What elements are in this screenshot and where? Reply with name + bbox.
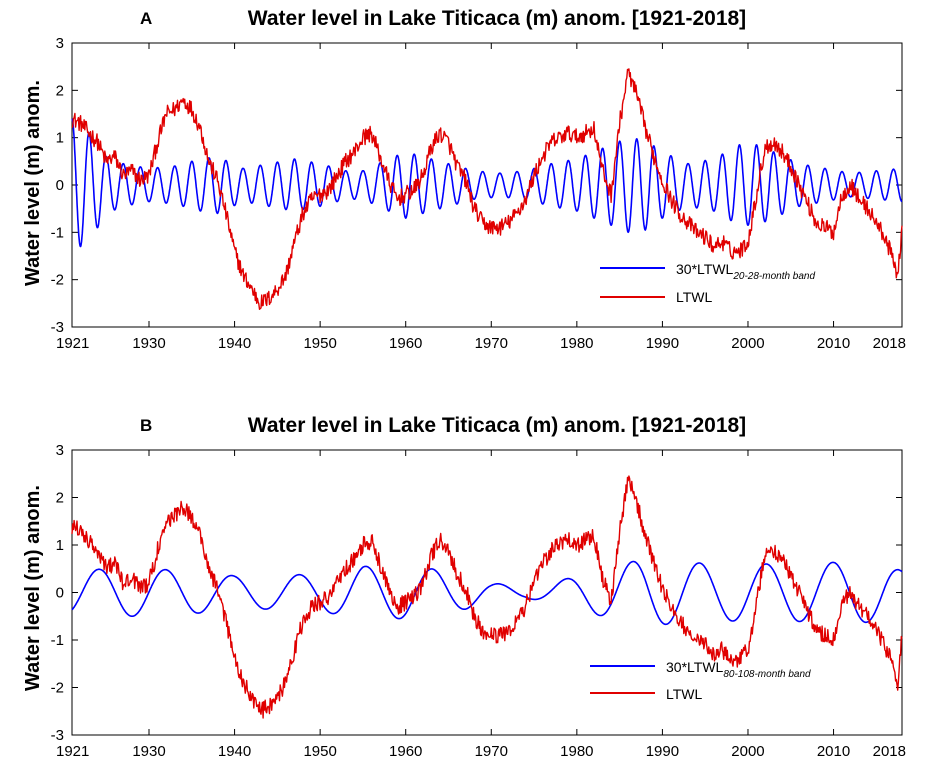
panel-a-x-tick-label: 1940 [218, 335, 251, 352]
panel-a-x-tick-label: 1950 [303, 335, 336, 352]
panel-a-ticks: 1921 1930 1940 1950 1960 1970 1980 1990 2000 2010… [51, 35, 906, 352]
panel-b-y-axis-label: Water level (m) anom. [22, 485, 44, 691]
panel-b-x-tick-label: 1950 [303, 743, 336, 760]
panel-a-x-tick-label: 1970 [475, 335, 508, 352]
panel-b-x-tick-label: 1990 [646, 743, 679, 760]
panel-b-title: Water level in Lake Titicaca (m) anom. [… [248, 414, 746, 437]
panel-a-x-tick-label: 2000 [731, 335, 764, 352]
panel-b-x-tick-label: 1970 [475, 743, 508, 760]
panel-a-x-tick-label: 1930 [132, 335, 165, 352]
panel-b-y-tick-label: -1 [51, 632, 64, 649]
panel-b-y-tick-label: 2 [56, 490, 64, 507]
panel-a-y-tick-label: -2 [51, 272, 64, 289]
panel-a-y-tick-label: 3 [56, 35, 64, 52]
panel-a-y-tick-label: -3 [51, 319, 64, 336]
panel-b-x-tick-label: 2010 [817, 743, 850, 760]
panel-a-x-tick-label: 1921 [56, 335, 89, 352]
panel-b-series-red-ltwl-line [71, 475, 903, 719]
panel-b-legend: 30*LTWL80-108-month band LTWL [590, 659, 811, 702]
panel-b-y-tick-label: 3 [56, 442, 64, 459]
panel-b-x-tick-label: 1930 [132, 743, 165, 760]
panel-a-x-tick-label: 1980 [560, 335, 593, 352]
panel-b-x-tick-label: 1921 [56, 743, 89, 760]
panel-a-y-tick-label: 2 [56, 82, 64, 99]
panel-b-plot-area [71, 449, 903, 736]
panel-a-x-tick-label: 2018 [873, 335, 906, 352]
panel-a-series [71, 68, 903, 310]
panel-b-y-tick-label: 1 [56, 537, 64, 554]
panel-b-x-tick-label: 1960 [389, 743, 422, 760]
panel-a-y-tick-label: 1 [56, 130, 64, 147]
panel-a-y-tick-label: -1 [51, 224, 64, 241]
panel-a-legend-blue-label: 30*LTWL20-28-month band [676, 261, 815, 282]
panel-b-legend-red-label: LTWL [666, 686, 703, 702]
panel-b-x-tick-label: 1940 [218, 743, 251, 760]
panel-b-x-tick-label: 1980 [560, 743, 593, 760]
panel-a-legend: 30*LTWL20-28-month band LTWL [600, 261, 815, 305]
panel-b-x-tick-label: 2000 [731, 743, 764, 760]
panel-b-y-tick-label: 0 [56, 585, 64, 602]
panel-b-ticks: 1921 1930 1940 1950 1960 1970 1980 1990 2000 2010… [51, 442, 906, 760]
panel-a-y-tick-label: 0 [56, 177, 64, 194]
panel-a-x-tick-label: 2010 [817, 335, 850, 352]
panel-a-title: Water level in Lake Titicaca (m) anom. [… [248, 7, 746, 30]
panel-b-series [71, 475, 903, 719]
panel-b-x-tick-label: 2018 [873, 743, 906, 760]
panel-a-y-axis-label: Water level (m) anom. [22, 80, 44, 286]
panel-a-series-red-ltwl-line [71, 68, 903, 310]
panel-a: A Water level in Lake Titicaca (m) anom.… [22, 7, 906, 352]
panel-b-y-tick-label: -3 [51, 727, 64, 744]
panel-b: B Water level in Lake Titicaca (m) anom.… [22, 414, 906, 760]
panel-a-x-tick-label: 1990 [646, 335, 679, 352]
panel-b-y-tick-label: -2 [51, 680, 64, 697]
panel-a-letter: A [140, 9, 152, 28]
panel-a-x-tick-label: 1960 [389, 335, 422, 352]
panel-a-legend-red-label: LTWL [676, 289, 713, 305]
panel-b-legend-blue-label: 30*LTWL80-108-month band [666, 659, 811, 680]
panel-b-letter: B [140, 416, 152, 435]
